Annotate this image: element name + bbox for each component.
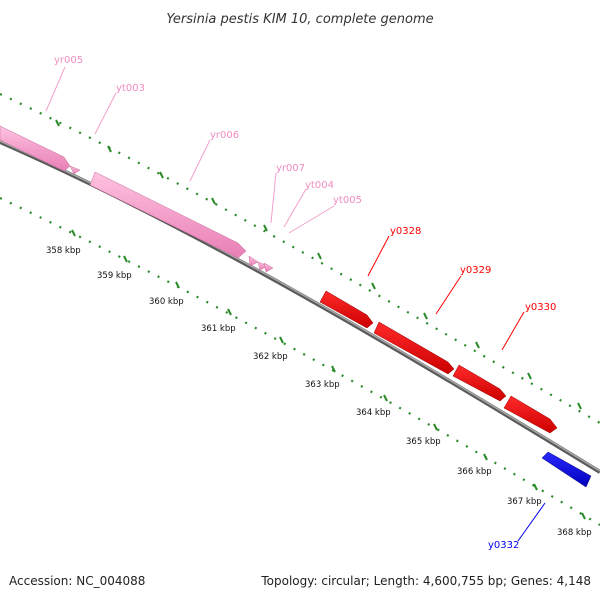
gene-label-yr005[interactable]: yr005 bbox=[54, 55, 83, 66]
accession-text: Accession: NC_004088 bbox=[9, 574, 145, 588]
genome-backbone bbox=[0, 141, 600, 472]
rna-gene-features bbox=[0, 126, 273, 272]
tick-label-363: 363 kbp bbox=[305, 380, 340, 390]
gene-label-yr006[interactable]: yr006 bbox=[210, 130, 239, 141]
inner-tick-track bbox=[0, 198, 600, 525]
tick-labels: 358 kbp 359 kbp 360 kbp 361 kbp 362 kbp … bbox=[46, 246, 592, 538]
gene-label-yt005[interactable]: yt005 bbox=[333, 195, 362, 206]
gene-y0330a-arrow[interactable] bbox=[453, 365, 506, 401]
gene-yr006-arrow[interactable] bbox=[90, 172, 246, 258]
rna-leader-lines bbox=[46, 67, 334, 233]
inner-major-ticks bbox=[72, 230, 585, 519]
blue-leader-lines bbox=[518, 503, 545, 541]
tick-label-368: 368 kbp bbox=[557, 528, 592, 538]
reverse-gene-features bbox=[542, 452, 591, 487]
gene-label-y0332[interactable]: y0332 bbox=[488, 540, 519, 551]
gene-label-yt003[interactable]: yt003 bbox=[116, 83, 145, 94]
outer-tick-track bbox=[0, 94, 600, 423]
tick-label-364: 364 kbp bbox=[356, 408, 391, 418]
tick-label-359: 359 kbp bbox=[97, 271, 132, 281]
outer-major-ticks bbox=[56, 120, 581, 409]
tick-label-358: 358 kbp bbox=[46, 246, 81, 256]
gene-label-y0330[interactable]: y0330 bbox=[525, 302, 556, 313]
gene-label-yt004[interactable]: yt004 bbox=[305, 180, 334, 191]
gene-label-y0329[interactable]: y0329 bbox=[460, 265, 491, 276]
gene-y0329-arrow[interactable] bbox=[374, 322, 454, 374]
gene-y0332-arrow[interactable] bbox=[542, 452, 591, 487]
gene-yr007-arrow[interactable] bbox=[249, 256, 258, 266]
tick-label-362: 362 kbp bbox=[253, 352, 288, 362]
gene-label-yr007[interactable]: yr007 bbox=[276, 163, 305, 174]
tick-label-360: 360 kbp bbox=[149, 297, 184, 307]
tick-label-365: 365 kbp bbox=[406, 437, 441, 447]
tick-label-367: 367 kbp bbox=[507, 497, 542, 507]
tick-label-361: 361 kbp bbox=[201, 324, 236, 334]
gene-label-y0328[interactable]: y0328 bbox=[390, 226, 421, 237]
genome-summary-text: Topology: circular; Length: 4,600,755 bp… bbox=[260, 574, 591, 588]
tick-label-366: 366 kbp bbox=[457, 467, 492, 477]
gene-y0330-arrow[interactable] bbox=[504, 396, 557, 433]
gene-yt005-arrow[interactable] bbox=[264, 263, 273, 272]
map-title: Yersinia pestis KIM 10, complete genome bbox=[166, 12, 433, 27]
